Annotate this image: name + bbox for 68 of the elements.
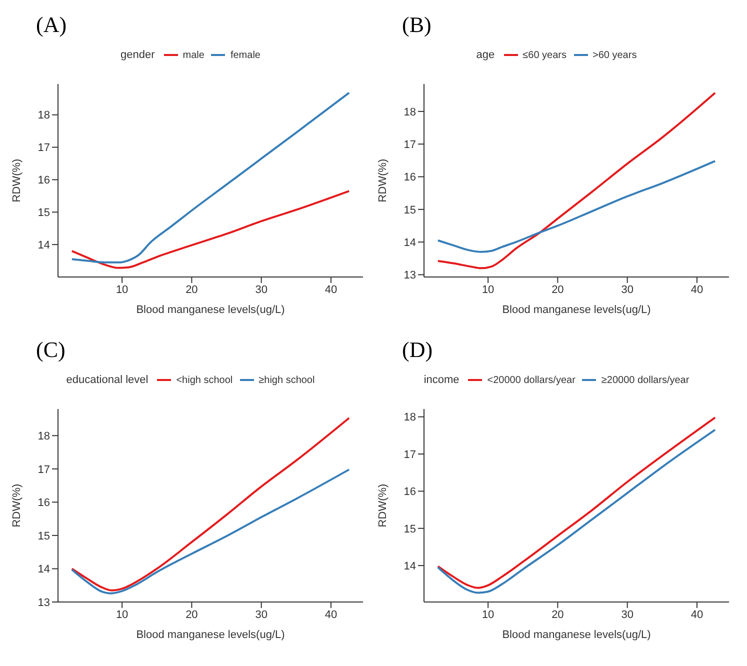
legend-title: educational level <box>66 374 148 386</box>
y-tick-label: 15 <box>404 204 416 216</box>
x-axis-title: Blood manganese levels(ug/L) <box>502 304 651 316</box>
y-axis-title: RDW(%) <box>10 484 23 528</box>
y-tick-label: 18 <box>404 106 416 118</box>
y-tick-label: 15 <box>38 530 50 542</box>
y-tick-label: 18 <box>38 110 50 122</box>
line-series <box>436 160 716 253</box>
x-tick-label: 10 <box>116 608 128 621</box>
legend-title: age <box>476 49 495 61</box>
x-tick-label: 30 <box>255 608 268 621</box>
y-axis-title: RDW(%) <box>376 484 389 528</box>
legend-label: ≥20000 dollars/year <box>601 374 690 386</box>
legend-label: <high school <box>176 374 233 386</box>
y-tick-label: 16 <box>38 497 50 510</box>
legend-label: female <box>230 50 260 60</box>
chart-title: (D) <box>401 336 434 364</box>
x-axis-title: Blood manganese levels(ug/L) <box>502 629 651 641</box>
x-tick-label: 30 <box>621 284 634 296</box>
y-tick-label: 18 <box>404 412 416 424</box>
x-tick-label: 20 <box>186 608 198 621</box>
legend-title: gender <box>120 49 155 61</box>
line-series <box>70 92 350 264</box>
chart-title: (B) <box>401 11 432 39</box>
line-series <box>436 92 716 270</box>
y-tick-label: 16 <box>38 174 50 187</box>
line-series <box>70 190 350 269</box>
x-axis-title: Blood manganese levels(ug/L) <box>136 629 285 641</box>
y-axis-title: RDW(%) <box>10 158 23 202</box>
legend-label: ≥high school <box>258 374 315 386</box>
legend-label: ≤60 years <box>522 50 566 60</box>
y-tick-label: 14 <box>404 560 416 572</box>
x-tick-label: 10 <box>482 284 494 296</box>
chart-title: (C) <box>35 336 66 364</box>
y-tick-label: 15 <box>38 207 50 220</box>
y-tick-label: 15 <box>404 523 416 536</box>
x-tick-label: 20 <box>552 608 564 621</box>
y-tick-label: 13 <box>38 596 50 609</box>
chart-title: (A) <box>35 11 68 39</box>
legend-label: male <box>182 50 204 60</box>
x-tick-label: 10 <box>116 284 128 296</box>
y-tick-label: 17 <box>404 448 416 461</box>
y-tick-label: 17 <box>38 464 50 476</box>
x-axis-title: Blood manganese levels(ug/L) <box>136 304 285 316</box>
x-tick-label: 20 <box>186 284 198 296</box>
y-tick-label: 13 <box>404 270 416 282</box>
legend-title: income <box>424 374 460 386</box>
y-tick-label: 17 <box>404 138 416 151</box>
y-tick-label: 16 <box>404 486 416 498</box>
x-tick-label: 10 <box>482 608 494 621</box>
x-tick-label: 40 <box>324 608 338 621</box>
line-series <box>70 468 350 594</box>
y-tick-label: 14 <box>38 239 50 252</box>
y-tick-label: 16 <box>404 172 416 184</box>
y-tick-label: 14 <box>38 564 50 576</box>
line-series <box>70 416 350 592</box>
y-tick-label: 14 <box>404 236 416 249</box>
x-tick-label: 40 <box>324 284 338 296</box>
legend-label: >60 years <box>592 50 637 60</box>
y-tick-label: 18 <box>38 430 50 443</box>
x-tick-label: 40 <box>690 608 704 621</box>
y-axis-title: RDW(%) <box>376 158 389 202</box>
x-tick-label: 20 <box>552 284 564 296</box>
x-tick-label: 30 <box>255 284 268 296</box>
legend-label: <20000 dollars/year <box>487 374 576 386</box>
x-tick-label: 40 <box>690 284 704 296</box>
y-tick-label: 17 <box>38 142 50 154</box>
x-tick-label: 30 <box>621 608 634 621</box>
